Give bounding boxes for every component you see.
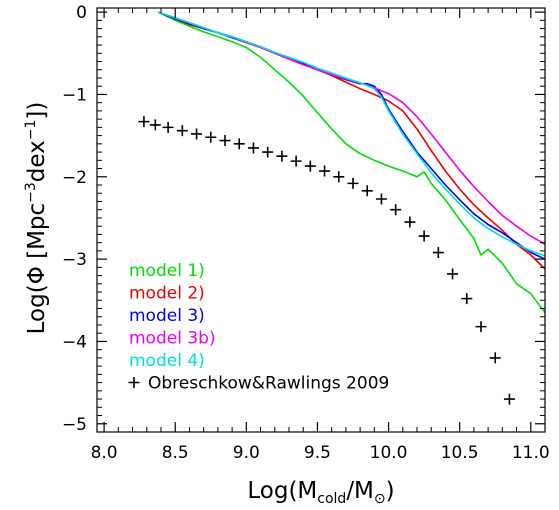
legend-entry-model-3b: model 3b)	[129, 329, 216, 349]
x-tick-label: 11.0	[512, 443, 550, 463]
scatter-point	[418, 230, 430, 242]
x-tick-label: 8.0	[91, 443, 118, 463]
series-line-model-3b	[157, 11, 545, 245]
scatter-point	[361, 185, 373, 197]
x-tick-label: 10.0	[370, 443, 408, 463]
scatter-point	[219, 135, 231, 147]
y-tick-label: 0	[76, 3, 87, 23]
scatter-point	[390, 204, 402, 216]
legend-entry-model-4: model 4)	[129, 351, 205, 371]
scatter-point	[276, 150, 288, 162]
y-tick-label: −4	[62, 332, 87, 352]
ticks-layer: 8.0 8.5 9.0 9.5 10.0 10.5 11.0 0 −1 −2 −3 −4 −5	[62, 3, 550, 463]
scatter-point	[404, 216, 416, 228]
scatter-point	[333, 171, 345, 183]
scatter-point	[347, 177, 359, 189]
series-layer	[157, 11, 545, 314]
series-line-model-4	[157, 11, 545, 257]
scatter-point	[447, 268, 459, 280]
scatter-point	[205, 131, 217, 143]
x-tick-label: 9.0	[233, 443, 260, 463]
scatter-point	[489, 352, 501, 364]
scatter-point	[290, 155, 302, 167]
legend-entry-obreschkow-rawlings-2009: Obreschkow&Rawlings 2009	[148, 374, 389, 394]
legend-entry-model-2: model 2)	[129, 284, 205, 304]
scatter-point	[503, 393, 515, 405]
scatter-point	[233, 138, 245, 150]
y-axis-label: Log(Φ [Mpc−3dex−1])	[23, 102, 50, 335]
legend: model 1) model 2)model 3) model 3b)model 4…	[128, 261, 389, 394]
scatter-layer	[138, 116, 515, 405]
x-tick-label: 9.5	[304, 443, 331, 463]
legend-entry-model-3: model 3)	[129, 306, 205, 326]
series-line-model-2	[157, 11, 545, 270]
scatter-point	[432, 247, 444, 259]
scatter-point	[247, 142, 259, 154]
x-tick-label: 10.5	[441, 443, 479, 463]
scatter-point	[162, 121, 174, 133]
y-tick-label: −2	[62, 168, 87, 188]
scatter-point	[176, 125, 188, 137]
x-axis-label: Log(Mcold/M⊙)	[247, 478, 394, 507]
scatter-point	[475, 321, 487, 333]
y-tick-label: −1	[62, 85, 87, 105]
series-line-model-1	[157, 11, 545, 314]
scatter-point	[375, 193, 387, 205]
scatter-point	[304, 160, 316, 172]
series-line-model-3	[157, 11, 545, 260]
legend-entry-model-1: model 1)	[129, 261, 205, 281]
scatter-point	[262, 146, 274, 158]
scatter-point	[138, 116, 150, 128]
y-tick-label: −3	[62, 250, 87, 270]
scatter-point	[191, 128, 203, 140]
scatter-point	[149, 119, 161, 131]
legend-marker	[128, 377, 140, 388]
x-tick-label: 8.5	[162, 443, 189, 463]
y-tick-label: −5	[62, 415, 87, 435]
scatter-point	[461, 293, 473, 305]
plot-frame	[96, 7, 546, 433]
scatter-point	[319, 165, 331, 177]
